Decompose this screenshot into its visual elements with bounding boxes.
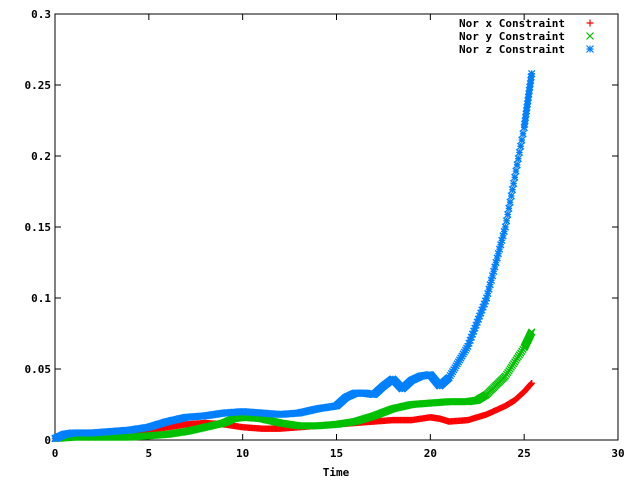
data-point xyxy=(488,272,497,280)
data-point xyxy=(511,173,519,181)
data-point xyxy=(468,330,477,338)
y-tick-label: 0.2 xyxy=(31,150,51,163)
data-point xyxy=(481,297,490,305)
data-point xyxy=(479,303,487,311)
x-tick-label: 30 xyxy=(611,447,624,460)
data-point xyxy=(495,245,504,253)
series-layer xyxy=(51,69,536,443)
data-point xyxy=(502,217,511,225)
x-tick-label: 15 xyxy=(330,447,343,460)
data-point xyxy=(519,130,527,138)
x-axis-title: Time xyxy=(323,466,350,479)
data-point xyxy=(482,294,491,302)
data-point xyxy=(524,96,532,105)
data-point xyxy=(523,100,532,108)
data-point xyxy=(484,289,492,298)
data-point xyxy=(471,324,479,332)
data-point xyxy=(513,161,521,169)
data-point xyxy=(480,300,488,308)
data-point xyxy=(524,93,533,101)
y-tick-label: 0.15 xyxy=(25,221,52,234)
x-tick-label: 0 xyxy=(52,447,59,460)
legend-marker xyxy=(586,19,594,27)
data-point xyxy=(514,154,522,163)
data-point xyxy=(520,120,529,128)
data-point xyxy=(512,167,520,175)
y-tick-label: 0.3 xyxy=(31,8,51,21)
data-point xyxy=(520,123,528,132)
data-point xyxy=(478,306,486,314)
data-point xyxy=(465,339,473,347)
y-tick-label: 0.25 xyxy=(25,79,52,92)
data-point xyxy=(466,336,474,344)
data-point xyxy=(526,83,534,91)
data-point xyxy=(498,236,506,245)
series-3 xyxy=(51,69,536,443)
data-point xyxy=(464,342,472,350)
series-2 xyxy=(51,328,536,443)
data-point xyxy=(473,318,481,326)
data-point xyxy=(527,328,536,336)
legend-label: Nor y Constraint xyxy=(459,30,565,43)
y-axis: 0 0.05 0.1 0.15 0.2 0.25 0.3 xyxy=(25,8,618,447)
x-tick-label: 20 xyxy=(424,447,437,460)
data-point xyxy=(506,198,514,206)
data-point xyxy=(515,148,524,157)
data-point xyxy=(527,69,536,78)
data-point xyxy=(501,223,510,231)
y-tick-label: 0.05 xyxy=(25,363,52,376)
data-point xyxy=(486,280,494,289)
data-point xyxy=(467,333,476,341)
legend-label: Nor z Constraint xyxy=(459,43,565,56)
data-point xyxy=(507,192,515,200)
data-point xyxy=(494,249,503,258)
legend-label: Nor x Constraint xyxy=(459,17,565,30)
data-point xyxy=(508,186,517,194)
data-point xyxy=(516,142,525,150)
data-point xyxy=(475,312,484,320)
y-tick-label: 0.1 xyxy=(31,292,51,305)
data-point xyxy=(528,380,535,387)
data-point xyxy=(472,321,480,329)
data-point xyxy=(525,86,534,95)
data-point xyxy=(499,232,507,240)
data-point xyxy=(491,263,499,271)
x-tick-label: 10 xyxy=(236,447,249,460)
y-tick-label: 0 xyxy=(44,434,51,447)
data-point xyxy=(505,204,513,213)
data-point xyxy=(489,267,498,276)
data-point xyxy=(470,327,478,335)
data-point xyxy=(523,103,531,112)
data-point xyxy=(487,276,496,284)
data-point xyxy=(527,73,535,81)
data-point xyxy=(518,136,526,144)
data-point xyxy=(493,254,501,262)
data-point xyxy=(497,241,505,249)
data-point xyxy=(474,315,483,323)
x-tick-label: 5 xyxy=(146,447,153,460)
data-point xyxy=(504,210,512,219)
data-point xyxy=(477,309,485,317)
data-point xyxy=(521,113,530,122)
legend-marker xyxy=(586,45,594,53)
legend-marker xyxy=(586,32,594,40)
x-tick-label: 25 xyxy=(518,447,531,460)
data-point xyxy=(492,258,500,267)
data-point xyxy=(522,107,531,115)
data-point xyxy=(521,117,529,125)
x-axis: 0 5 10 15 20 25 30 xyxy=(52,14,625,460)
data-point xyxy=(509,179,518,188)
data-point xyxy=(522,110,530,118)
data-point xyxy=(525,90,533,98)
data-point xyxy=(500,227,508,236)
data-point xyxy=(526,80,534,88)
data-point xyxy=(527,76,535,85)
data-point xyxy=(485,285,493,293)
